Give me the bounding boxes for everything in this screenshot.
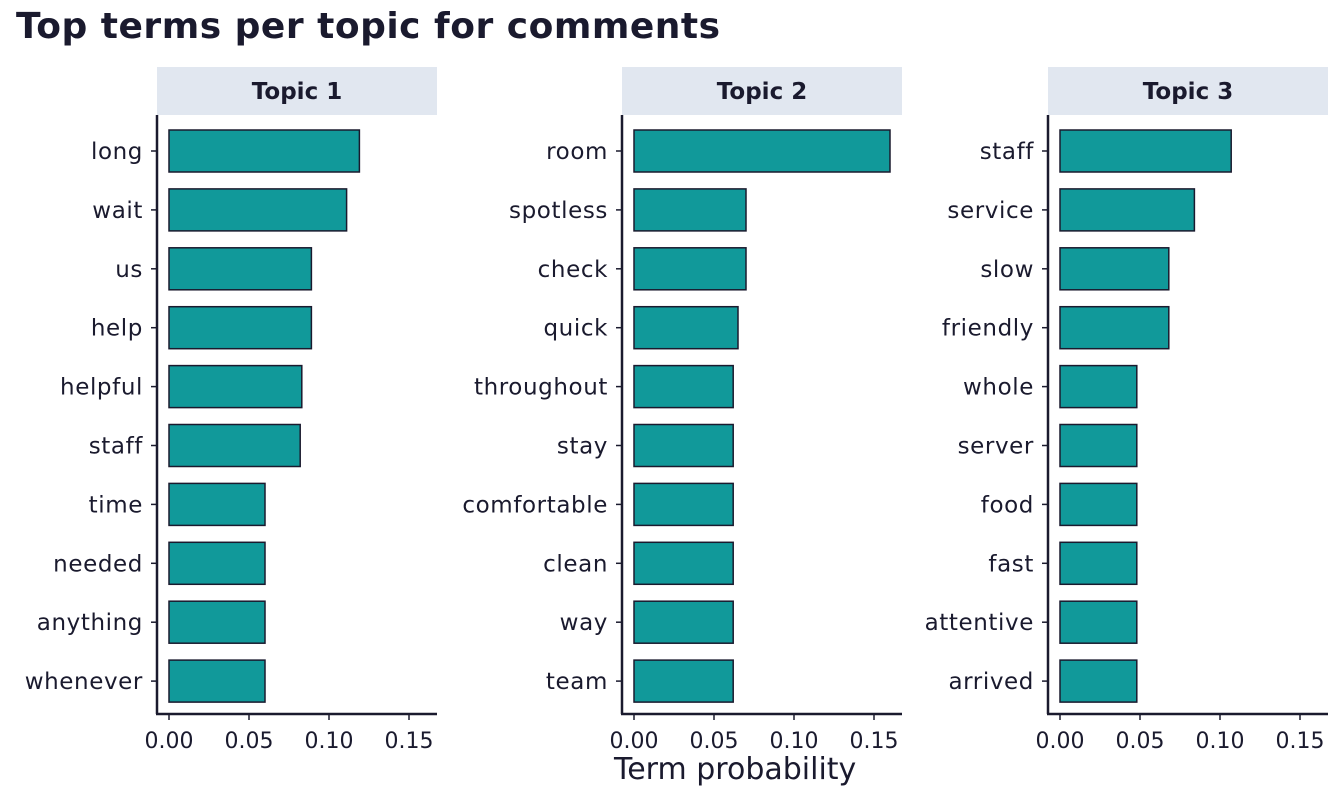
y-tick-label: help: [91, 316, 143, 342]
y-tick-label: throughout: [474, 375, 608, 401]
x-tick-label: 0.10: [305, 729, 354, 754]
y-tick-label: fast: [988, 551, 1034, 577]
bar: [1059, 188, 1196, 232]
bar: [1059, 541, 1138, 586]
y-tick-label: server: [958, 434, 1034, 460]
bar: [1059, 305, 1170, 350]
facet-strip-label: Topic 2: [717, 79, 807, 105]
bar: [633, 600, 734, 644]
facet-strip: [1048, 67, 1328, 115]
y-tick-label: quick: [543, 316, 608, 342]
bar: [168, 423, 301, 468]
bar: [168, 188, 348, 232]
y-tick-label: time: [89, 492, 143, 518]
x-tick-label: 0.15: [1276, 729, 1325, 754]
bar: [168, 659, 266, 703]
bar: [1059, 247, 1170, 291]
y-tick-label: team: [546, 669, 608, 695]
y-tick-label: check: [538, 257, 608, 283]
chart-title: Top terms per topic for comments: [16, 6, 721, 47]
bar: [168, 305, 313, 350]
bar: [1059, 600, 1138, 644]
y-tick-label: us: [115, 257, 143, 283]
y-tick-label: slow: [980, 257, 1034, 283]
x-axis-label: Term probability: [614, 752, 857, 787]
y-tick-label: room: [546, 139, 608, 165]
bar: [1059, 129, 1232, 173]
x-tick-label: 0.00: [1036, 729, 1085, 754]
bar: [633, 482, 734, 527]
facet-strip-label: Topic 1: [252, 79, 342, 105]
x-tick-label: 0.10: [770, 729, 819, 754]
bar: [633, 659, 734, 703]
facet-panel-1: Topic 1 long wait us help helpful staff time nee…: [25, 67, 437, 754]
x-tick-label: 0.10: [1196, 729, 1245, 754]
y-tick-label: long: [91, 139, 143, 165]
x-tick-label: 0.15: [850, 729, 899, 754]
y-tick-label: spotless: [509, 198, 608, 224]
bar: [168, 600, 266, 644]
bar: [1059, 364, 1138, 409]
y-tick-label: clean: [543, 551, 608, 577]
x-tick-label: 0.15: [385, 729, 434, 754]
bar: [633, 129, 891, 173]
facet-panel-2: Topic 2 room spotless check quick throughout s…: [462, 67, 902, 754]
bar: [633, 364, 734, 409]
y-tick-label: whole: [963, 375, 1034, 401]
y-tick-label: food: [981, 492, 1034, 518]
bar: [168, 541, 266, 586]
bar: [1059, 423, 1138, 468]
bar: [168, 247, 313, 291]
bar: [633, 188, 747, 232]
facet-strip: [157, 67, 437, 115]
x-tick-label: 0.05: [1116, 729, 1165, 754]
bar: [633, 305, 739, 350]
x-tick-label: 0.05: [690, 729, 739, 754]
y-tick-label: way: [560, 610, 608, 636]
y-tick-label: staff: [980, 139, 1035, 165]
y-tick-label: staff: [89, 434, 144, 460]
bar: [1059, 482, 1138, 527]
y-tick-label: service: [947, 198, 1034, 224]
y-tick-label: arrived: [948, 669, 1034, 695]
x-tick-label: 0.00: [145, 729, 194, 754]
facet-strip-label: Topic 3: [1143, 79, 1233, 105]
y-tick-label: helpful: [60, 375, 143, 401]
y-tick-label: comfortable: [462, 492, 608, 518]
bar: [633, 423, 734, 468]
bar: [633, 541, 734, 586]
y-tick-label: attentive: [925, 610, 1034, 636]
y-tick-label: wait: [92, 198, 143, 224]
y-tick-label: needed: [53, 551, 143, 577]
x-tick-label: 0.00: [610, 729, 659, 754]
bar: [1059, 659, 1138, 703]
bar: [168, 482, 266, 527]
x-tick-label: 0.05: [225, 729, 274, 754]
facet-strip: [622, 67, 902, 115]
facet-panel-3: Topic 3 staff service slow friendly whole serv…: [925, 67, 1328, 754]
bar: [633, 247, 747, 291]
y-tick-label: whenever: [25, 669, 143, 695]
y-tick-label: stay: [557, 434, 608, 460]
bar: [168, 129, 361, 173]
y-tick-label: friendly: [942, 316, 1034, 342]
y-tick-label: anything: [37, 610, 143, 636]
bar: [168, 364, 303, 409]
